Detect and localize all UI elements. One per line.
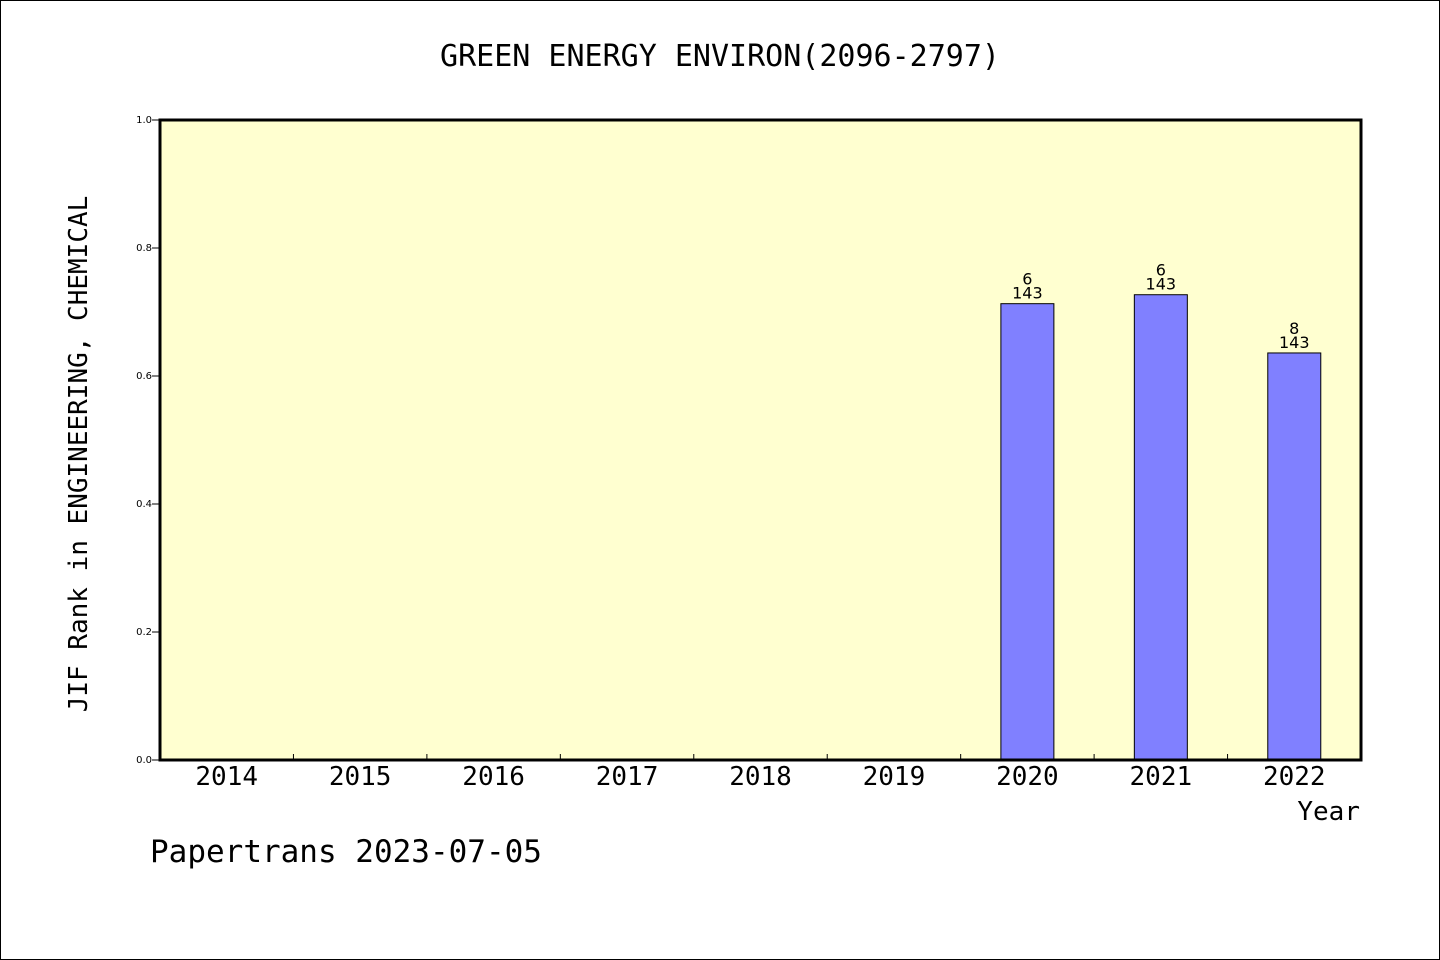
x-tick-label: 2016 — [462, 762, 525, 792]
plot-border — [158, 118, 1363, 762]
y-axis-ticks: 0.0 0.2 0.4 0.6 0.8 1.0 — [136, 115, 160, 766]
bar-rank-label: 8 — [1289, 319, 1299, 338]
x-tick-label: 2022 — [1263, 762, 1326, 792]
footer-credit: Papertrans 2023-07-05 — [150, 834, 542, 870]
chart-title: GREEN ENERGY ENVIRON(2096-2797) — [440, 39, 1000, 74]
x-tick-label: 2017 — [596, 762, 659, 792]
x-axis-ticks: 2014 2015 2016 2017 2018 2019 2020 2021 2022 — [195, 754, 1326, 792]
x-tick-label: 2021 — [1130, 762, 1193, 792]
y-tick-label: 0.0 — [136, 755, 152, 766]
x-tick-label: 2014 — [195, 762, 258, 792]
bar-rank-label: 6 — [1022, 270, 1032, 289]
y-axis-label: JIF Rank in ENGINEERING, CHEMICAL — [64, 196, 94, 713]
x-tick-label: 2018 — [729, 762, 792, 792]
bar — [1133, 294, 1188, 761]
y-tick-label: 1.0 — [136, 115, 152, 126]
bar-total-label: 143 — [1279, 333, 1310, 352]
x-tick-label: 2020 — [996, 762, 1059, 792]
x-tick-label: 2019 — [863, 762, 926, 792]
x-axis-label: Year — [1297, 797, 1360, 827]
y-tick-label: 0.8 — [136, 243, 152, 254]
bar-total-label: 143 — [1012, 284, 1043, 303]
bar-rank-label: 6 — [1156, 261, 1166, 280]
y-tick-label: 0.2 — [136, 627, 152, 638]
y-tick-label: 0.6 — [136, 371, 152, 382]
bar — [1000, 303, 1055, 761]
bar-series — [1000, 294, 1322, 761]
x-tick-label: 2015 — [329, 762, 392, 792]
bar — [1267, 352, 1322, 761]
y-tick-label: 0.4 — [136, 499, 152, 510]
bar-total-label: 143 — [1146, 275, 1177, 294]
